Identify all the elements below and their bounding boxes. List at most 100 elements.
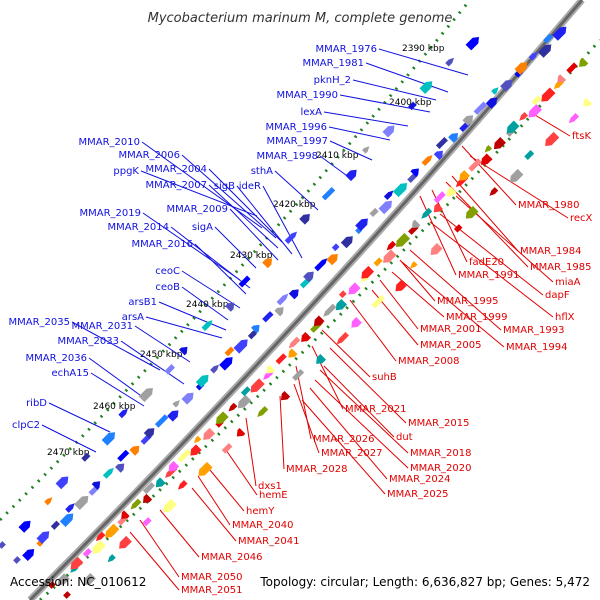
reverse-leader-line [309, 387, 388, 480]
reverse-gene-label: suhB [372, 372, 397, 383]
reverse-leader-line [245, 417, 257, 487]
reverse-feature [130, 498, 142, 510]
reverse-feature [250, 378, 265, 393]
forward-feature [154, 414, 169, 428]
accession-label: Accession: NC_010612 [10, 575, 146, 589]
reverse-gene-label: MMAR_2050 [181, 572, 243, 583]
forward-feature [435, 136, 448, 149]
reverse-leader-line [191, 487, 237, 542]
reverse-gene-label: MMAR_2024 [389, 474, 451, 485]
reverse-gene-label: MMAR_2015 [408, 418, 470, 429]
reverse-feature [221, 443, 233, 454]
reverse-gene-label: MMAR_2028 [286, 464, 348, 475]
forward-gene-label: clpC2 [12, 420, 40, 431]
tick-label: 2460 kbp [93, 402, 136, 412]
forward-gene-label: arsB1 [128, 297, 157, 308]
forward-feature [164, 364, 176, 375]
reverse-feature [280, 391, 291, 401]
reverse-leader-line [409, 249, 502, 331]
reverse-feature [288, 348, 298, 358]
forward-leader-line [214, 226, 257, 269]
reverse-feature [583, 98, 592, 107]
reverse-gene-label: MMAR_2020 [410, 463, 472, 474]
forward-feature [117, 449, 130, 462]
reverse-feature [228, 402, 238, 412]
reverse-feature [63, 591, 71, 599]
forward-leader-line [71, 321, 161, 371]
reverse-leader-line [379, 279, 419, 330]
inner-dotted-ring [0, 0, 472, 522]
forward-feature [201, 320, 213, 332]
reverse-gene-label: MMAR_1980 [518, 200, 580, 211]
forward-feature [284, 231, 298, 244]
reverse-feature [95, 531, 106, 542]
forward-gene-label: MMAR_2036 [26, 353, 88, 364]
reverse-feature [83, 572, 96, 585]
reverse-feature [198, 461, 213, 477]
reverse-feature [92, 540, 106, 554]
reverse-feature [316, 354, 327, 364]
forward-leader-line [158, 301, 227, 331]
reverse-feature [524, 150, 535, 160]
forward-feature [102, 467, 114, 479]
reverse-gene-label: MMAR_2005 [420, 340, 482, 351]
reverse-leader-line [293, 383, 320, 454]
forward-feature [528, 51, 538, 61]
forward-feature [91, 481, 101, 490]
reverse-feature [163, 498, 177, 513]
reverse-feature [411, 219, 421, 229]
reverse-feature [351, 316, 362, 328]
reverse-feature [481, 153, 493, 165]
reverse-gene-label: hemE [259, 490, 288, 501]
forward-leader-line [141, 141, 263, 229]
forward-feature [22, 549, 35, 562]
reverse-feature [190, 444, 202, 456]
forward-leader-line [352, 79, 437, 101]
forward-gene-label: MMAR_2019 [80, 208, 142, 219]
reverse-leader-line [391, 271, 445, 318]
reverse-feature [119, 535, 132, 549]
forward-feature [462, 115, 474, 126]
reverse-gene-label: dut [396, 432, 413, 443]
reverse-feature [361, 265, 375, 279]
forward-leader-line [48, 402, 111, 433]
forward-feature [299, 214, 310, 225]
forward-leader-line [194, 243, 247, 295]
forward-leader-line [323, 111, 409, 127]
forward-leader-line [140, 170, 258, 217]
reverse-feature [579, 57, 589, 67]
reverse-feature [421, 207, 433, 219]
forward-leader-line [88, 357, 145, 399]
forward-feature [491, 87, 499, 95]
label-layer: MMAR_1976 MMAR_1981 pknH_2 MMAR_1990 lexA MMA… [9, 44, 593, 596]
forward-gene-label: MMAR_1998 [257, 151, 319, 162]
reverse-feature [371, 294, 385, 309]
forward-gene-label: MMAR_2014 [108, 222, 170, 233]
forward-feature [276, 293, 289, 306]
reverse-feature [386, 240, 397, 251]
forward-gene-label: MMAR_2033 [58, 336, 120, 347]
forward-gene-label: MMAR_1996 [266, 122, 328, 133]
forward-leader-line [208, 168, 283, 243]
reverse-gene-label: MMAR_1994 [506, 342, 568, 353]
reverse-leader-line [461, 145, 517, 206]
forward-gene-label: ceoB [155, 282, 180, 293]
summary-label: Topology: circular; Length: 6,636,827 bp… [259, 575, 590, 589]
forward-feature [314, 258, 328, 272]
reverse-feature [557, 74, 566, 83]
forward-leader-line [181, 286, 229, 321]
forward-leader-line [134, 325, 191, 363]
reverse-feature [509, 168, 524, 183]
reverse-leader-line [349, 299, 397, 362]
reverse-feature [433, 203, 443, 213]
reverse-gene-label: MMAR_2018 [410, 448, 472, 459]
reverse-leader-line [301, 399, 386, 495]
forward-leader-line [262, 185, 303, 259]
forward-gene-label: MMAR_1981 [303, 58, 365, 69]
forward-feature [50, 520, 61, 530]
reverse-gene-label: MMAR_2001 [420, 324, 482, 335]
forward-feature [537, 44, 552, 58]
forward-feature [274, 307, 284, 317]
forward-feature [326, 253, 338, 266]
